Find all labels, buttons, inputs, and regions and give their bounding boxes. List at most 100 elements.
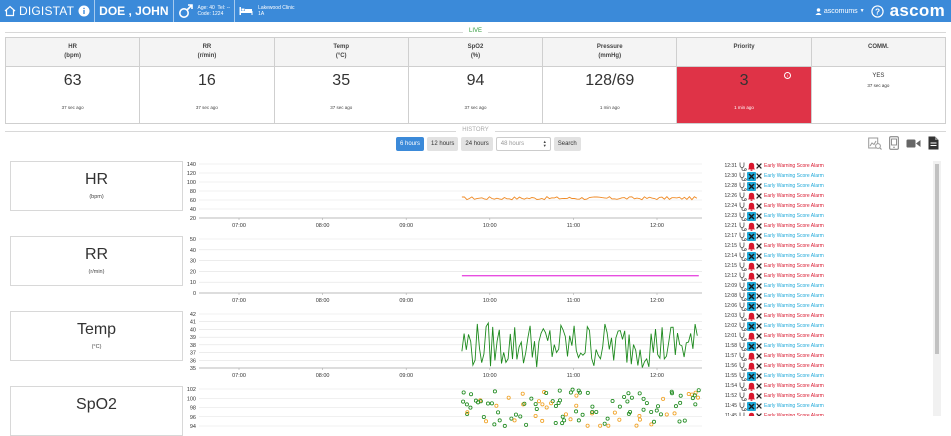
alarm-icons xyxy=(739,312,762,321)
alarm-time: 12:21 xyxy=(724,223,737,229)
close-icon[interactable] xyxy=(756,313,762,319)
close-icon[interactable] xyxy=(756,293,762,299)
scatter-point xyxy=(577,390,582,395)
help-icon[interactable]: ? xyxy=(870,4,884,18)
alarm-row[interactable]: 11:45 Early Warning Score Alarm xyxy=(715,411,930,416)
scatter-point xyxy=(626,391,631,396)
alarm-row[interactable]: 12:03 Early Warning Score Alarm xyxy=(715,311,930,321)
bell-alarm-icon xyxy=(747,222,756,231)
alarm-list: 12:31 Early Warning Score Alarm 12:30 Early… xyxy=(715,161,930,416)
vital-box-temp[interactable]: Temp (°C) xyxy=(10,311,183,361)
alarm-row[interactable]: 11:52 Early Warning Score Alarm xyxy=(715,391,930,401)
alarm-row[interactable]: 12:02 Early Warning Score Alarm xyxy=(715,321,930,331)
close-icon[interactable] xyxy=(756,203,762,209)
live-col-temp: Temp (°C) 35 37 sec ago xyxy=(274,38,409,123)
patient-name[interactable]: DOE , JOHN xyxy=(95,0,174,22)
video-icon[interactable] xyxy=(906,138,921,149)
alarm-row[interactable]: 12:01 Early Warning Score Alarm xyxy=(715,331,930,341)
y-tick-label: 140 xyxy=(187,162,196,168)
priority-info-icon[interactable]: i xyxy=(783,72,791,79)
document-icon[interactable] xyxy=(928,136,939,150)
chart-search-icon[interactable] xyxy=(868,136,882,150)
alarm-scrollbar[interactable] xyxy=(933,161,941,416)
vital-box-spo2[interactable]: SpO2 xyxy=(10,386,183,436)
alarm-row[interactable]: 12:12 Early Warning Score Alarm xyxy=(715,271,930,281)
home-button[interactable]: DIGISTAT xyxy=(0,0,96,22)
close-icon[interactable] xyxy=(756,373,762,379)
cancel-alarm-icon xyxy=(747,231,756,241)
alarm-text: Early Warning Score Alarm xyxy=(764,383,824,389)
close-icon[interactable] xyxy=(756,383,762,389)
alarm-row[interactable]: 12:26 Early Warning Score Alarm xyxy=(715,191,930,201)
bell-alarm-icon xyxy=(747,352,756,361)
close-icon[interactable] xyxy=(756,283,762,289)
scatter-point xyxy=(672,411,677,416)
close-icon[interactable] xyxy=(756,403,762,409)
close-icon[interactable] xyxy=(756,343,762,349)
alarm-text: Early Warning Score Alarm xyxy=(764,313,824,319)
alarm-row[interactable]: 12:23 Early Warning Score Alarm xyxy=(715,211,930,221)
close-icon[interactable] xyxy=(756,333,762,339)
close-icon[interactable] xyxy=(756,223,762,229)
y-tick-label: 41 xyxy=(190,320,196,326)
scatter-point xyxy=(574,403,579,408)
range-6h-button[interactable]: 6 hours xyxy=(396,137,425,151)
close-icon[interactable] xyxy=(756,273,762,279)
alarm-text: Early Warning Score Alarm xyxy=(764,323,824,329)
alarm-row[interactable]: 12:06 Early Warning Score Alarm xyxy=(715,301,930,311)
alarm-row[interactable]: 11:54 Early Warning Score Alarm xyxy=(715,381,930,391)
search-button[interactable]: Search xyxy=(553,137,581,151)
alarm-row[interactable]: 11:55 Early Warning Score Alarm xyxy=(715,371,930,381)
info-icon[interactable] xyxy=(78,5,90,17)
user-menu[interactable]: ascomums ▼ xyxy=(815,8,865,15)
close-icon[interactable] xyxy=(756,233,762,239)
y-tick-label: 102 xyxy=(187,387,196,393)
scatter-point xyxy=(574,393,579,398)
close-icon[interactable] xyxy=(756,243,762,249)
alarm-time: 12:28 xyxy=(724,183,737,189)
alarm-row[interactable]: 12:24 Early Warning Score Alarm xyxy=(715,201,930,211)
range-24h-button[interactable]: 24 hours xyxy=(461,137,493,151)
alarm-row[interactable]: 12:28 Early Warning Score Alarm xyxy=(715,181,930,191)
alarm-row[interactable]: 11:56 Early Warning Score Alarm xyxy=(715,361,930,371)
alarm-row[interactable]: 12:15 Early Warning Score Alarm xyxy=(715,241,930,251)
scatter-point xyxy=(560,421,565,426)
alarm-row[interactable]: 12:15 Early Warning Score Alarm xyxy=(715,261,930,271)
cancel-alarm-icon xyxy=(747,341,756,351)
close-icon[interactable] xyxy=(756,173,762,179)
alarm-row[interactable]: 12:30 Early Warning Score Alarm xyxy=(715,171,930,181)
live-value-priority: 3 xyxy=(739,72,749,89)
range-12h-button[interactable]: 12 hours xyxy=(427,137,459,151)
scatter-point xyxy=(461,390,466,395)
close-icon[interactable] xyxy=(756,413,762,416)
spinner-icon[interactable]: ▲ ▼ xyxy=(542,139,547,148)
close-icon[interactable] xyxy=(756,303,762,309)
alarm-row[interactable]: 12:08 Early Warning Score Alarm xyxy=(715,291,930,301)
close-icon[interactable] xyxy=(756,213,762,219)
close-icon[interactable] xyxy=(756,193,762,199)
device-icon[interactable] xyxy=(889,136,899,150)
close-icon[interactable] xyxy=(756,323,762,329)
vital-box-hr[interactable]: HR (bpm) xyxy=(10,161,183,211)
vital-box-rr[interactable]: RR (r/min) xyxy=(10,236,183,286)
close-icon[interactable] xyxy=(756,363,762,369)
scatter-point xyxy=(690,396,695,401)
close-icon[interactable] xyxy=(756,183,762,189)
alarm-row[interactable]: 12:09 Early Warning Score Alarm xyxy=(715,281,930,291)
alarm-row[interactable]: 11:58 Early Warning Score Alarm xyxy=(715,341,930,351)
close-icon[interactable] xyxy=(756,393,762,399)
scrollbar-thumb[interactable] xyxy=(935,164,939,354)
alarm-row[interactable]: 12:14 Early Warning Score Alarm xyxy=(715,251,930,261)
alarm-icons xyxy=(739,262,762,271)
close-icon[interactable] xyxy=(756,353,762,359)
alarm-row[interactable]: 11:45 Early Warning Score Alarm xyxy=(715,401,930,411)
priority-cell[interactable]: 3 i 1 min ago xyxy=(677,67,811,123)
alarm-row[interactable]: 12:31 Early Warning Score Alarm xyxy=(715,161,930,171)
range-hours-input[interactable]: 48 hours ▲ ▼ xyxy=(495,137,551,151)
alarm-row[interactable]: 12:21 Early Warning Score Alarm xyxy=(715,221,930,231)
close-icon[interactable] xyxy=(756,263,762,269)
close-icon[interactable] xyxy=(756,253,762,259)
close-icon[interactable] xyxy=(756,163,762,169)
alarm-row[interactable]: 12:17 Early Warning Score Alarm xyxy=(715,231,930,241)
alarm-row[interactable]: 11:57 Early Warning Score Alarm xyxy=(715,351,930,361)
